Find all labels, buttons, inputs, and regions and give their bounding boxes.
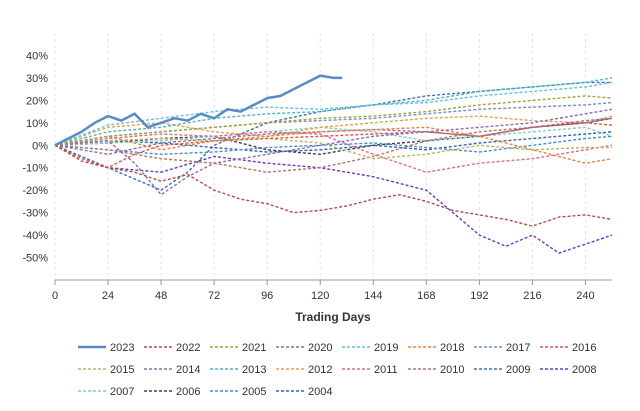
x-tick-label: 168 [417, 290, 435, 302]
legend-item-2011[interactable]: 2011 [374, 364, 398, 376]
legend-item-2008[interactable]: 2008 [572, 364, 596, 376]
legend-item-2023[interactable]: 2023 [110, 342, 134, 354]
legend-item-2007[interactable]: 2007 [110, 386, 134, 398]
legend-item-2013[interactable]: 2013 [242, 364, 266, 376]
legend-item-2022[interactable]: 2022 [176, 342, 200, 354]
x-tick-label: 216 [523, 290, 541, 302]
series-line-2004 [54, 131, 613, 153]
series-line-2011 [54, 131, 613, 173]
series-line-2007 [54, 126, 613, 146]
series-line-2022 [54, 144, 613, 227]
y-tick-label: -30% [22, 208, 48, 220]
x-tick-label: 48 [155, 290, 167, 302]
y-tick-label: -40% [22, 230, 48, 242]
legend-item-2005[interactable]: 2005 [242, 386, 266, 398]
x-tick-label: 72 [208, 290, 220, 302]
x-tick-label: 0 [52, 290, 58, 302]
legend-item-2017[interactable]: 2017 [506, 342, 530, 354]
legend-item-2021[interactable]: 2021 [242, 342, 266, 354]
y-tick-label: 0% [32, 140, 48, 152]
y-tick-label: 10% [26, 118, 48, 130]
legend: 2023 2022 2021 2020 2019 2018 2017 2016 2015 2014… [78, 342, 596, 398]
legend-item-2012[interactable]: 2012 [308, 364, 332, 376]
y-tick-label: -50% [22, 253, 48, 265]
series-line-2008 [54, 144, 613, 254]
legend-item-2018[interactable]: 2018 [440, 342, 464, 354]
grid [54, 33, 586, 280]
series-line-2009 [54, 81, 612, 191]
legend-item-2009[interactable]: 2009 [506, 364, 530, 376]
y-tick-label: 30% [26, 73, 48, 85]
y-tick-label: 40% [26, 50, 48, 62]
x-axis-title: Trading Days [295, 310, 371, 324]
series-layer [54, 74, 613, 254]
legend-item-2015[interactable]: 2015 [110, 364, 134, 376]
x-tick-label: 144 [364, 290, 382, 302]
y-tick-label: -10% [22, 163, 48, 175]
legend-item-2004[interactable]: 2004 [308, 386, 332, 398]
series-line-2023 [54, 74, 343, 147]
y-axis: -50% -40% -30% -20% -10% 0% 10% 20% 30% 40% [22, 50, 48, 264]
legend-item-2016[interactable]: 2016 [572, 342, 596, 354]
series-line-2020 [54, 108, 613, 196]
y-tick-label: -20% [22, 185, 48, 197]
series-line-2015 [54, 137, 612, 160]
x-tick-label: 24 [102, 290, 114, 302]
series-line-2016 [54, 122, 613, 169]
x-axis: 0 24 48 72 96 120 144 168 192 216 240 [52, 279, 612, 302]
x-tick-label: 240 [576, 290, 594, 302]
x-tick-label: 120 [311, 290, 329, 302]
legend-item-2020[interactable]: 2020 [308, 342, 332, 354]
legend-item-2014[interactable]: 2014 [176, 364, 200, 376]
legend-item-2010[interactable]: 2010 [440, 364, 464, 376]
x-tick-label: 96 [261, 290, 273, 302]
series-line-2018 [54, 126, 613, 164]
series-line-2013 [54, 77, 613, 146]
legend-item-2006[interactable]: 2006 [176, 386, 200, 398]
y-tick-label: 20% [26, 95, 48, 107]
x-tick-label: 192 [470, 290, 488, 302]
legend-item-2019[interactable]: 2019 [374, 342, 398, 354]
series-line-2019 [54, 81, 613, 146]
series-line-2005 [54, 135, 613, 156]
